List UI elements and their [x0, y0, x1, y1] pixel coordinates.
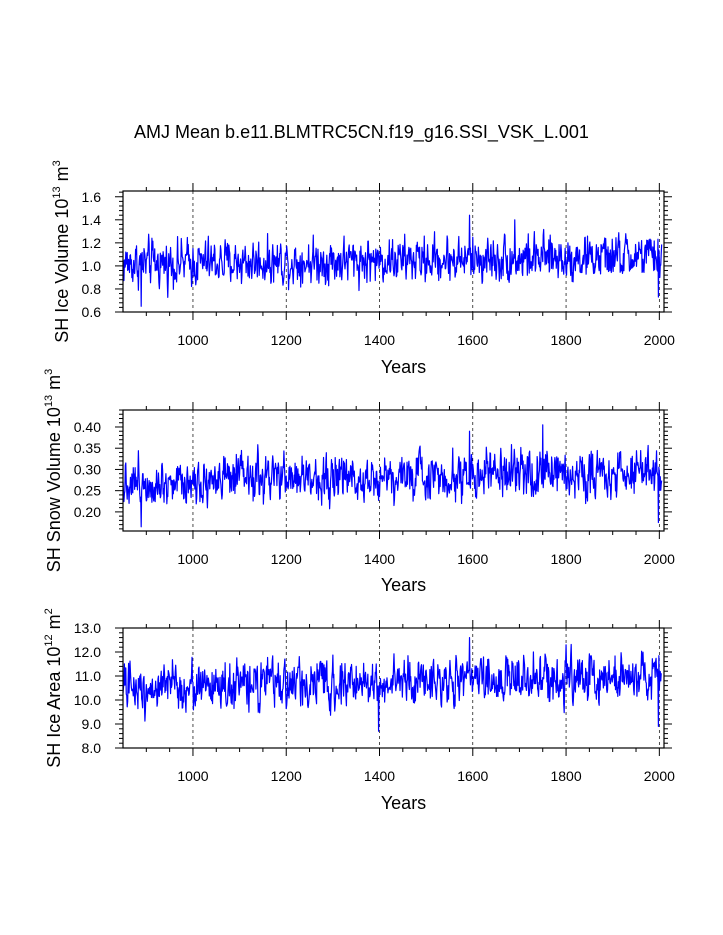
x-tick-label: 1800	[550, 332, 581, 348]
series-line-2	[122, 424, 663, 528]
x-axis-title: Years	[381, 575, 426, 595]
y-tick-label: 0.6	[82, 304, 102, 320]
x-tick-label: 1600	[457, 551, 488, 567]
series-line-1	[122, 214, 663, 307]
y-tick-label: 1.0	[82, 258, 102, 274]
y-axis-title: SH Ice Volume 1013 m3	[51, 160, 72, 342]
x-tick-label: 2000	[644, 768, 675, 784]
x-tick-label: 2000	[644, 551, 675, 567]
y-tick-label: 1.2	[82, 235, 102, 251]
y-tick-label: 0.20	[74, 504, 101, 520]
y-tick-label: 0.30	[74, 461, 101, 477]
series-line-3	[122, 636, 663, 732]
x-tick-label: 1200	[271, 768, 302, 784]
y-tick-label: 0.8	[82, 281, 102, 297]
panel-1: 1000 1200 1400 1600 1800 2000 0.6 0.8 1.0 1.2 1.4 1…	[51, 160, 675, 377]
x-tick-label: 1400	[364, 332, 395, 348]
y-axis-title: SH Snow Volume 1013 m3	[43, 369, 64, 572]
plot-frame	[122, 627, 665, 749]
panel-3: 1000 1200 1400 1600 1800 2000 8.0 9.0 10.0 11.0 12…	[43, 608, 675, 813]
x-tick-label: 1200	[271, 332, 302, 348]
x-axis-title: Years	[381, 793, 426, 813]
x-tick-label: 1400	[364, 768, 395, 784]
y-tick-label: 12.0	[74, 644, 101, 660]
x-tick-label: 1000	[177, 332, 208, 348]
y-tick-label: 0.35	[74, 440, 101, 456]
y-tick-label: 11.0	[75, 668, 101, 684]
y-tick-label: 8.0	[82, 740, 102, 756]
plot-frame	[122, 190, 665, 313]
y-tick-label: 9.0	[82, 716, 102, 732]
x-tick-label: 1800	[550, 768, 581, 784]
x-tick-label: 1600	[457, 768, 488, 784]
y-tick-label: 0.40	[74, 419, 101, 435]
x-tick-label: 1400	[364, 551, 395, 567]
x-tick-label: 1600	[457, 332, 488, 348]
y-tick-label: 13.0	[74, 620, 101, 636]
x-tick-label: 1800	[550, 551, 581, 567]
plot-frame	[122, 409, 665, 532]
x-tick-label: 1000	[177, 551, 208, 567]
x-tick-label: 1200	[271, 551, 302, 567]
y-tick-label: 1.6	[82, 189, 102, 205]
x-tick-label: 1000	[177, 768, 208, 784]
y-axis-title: SH Ice Area 1012 m2	[43, 608, 64, 767]
chart-title: AMJ Mean b.e11.BLMTRC5CN.f19_g16.SSI_VSK…	[134, 122, 589, 142]
y-tick-label: 1.4	[82, 212, 102, 228]
y-tick-label: 10.0	[74, 692, 101, 708]
x-axis-title: Years	[381, 357, 426, 377]
x-tick-label: 2000	[644, 332, 675, 348]
panel-2: 1000 1200 1400 1600 1800 2000 0.20 0.25 0.30 0.35…	[43, 369, 675, 595]
y-tick-label: 0.25	[74, 483, 101, 499]
